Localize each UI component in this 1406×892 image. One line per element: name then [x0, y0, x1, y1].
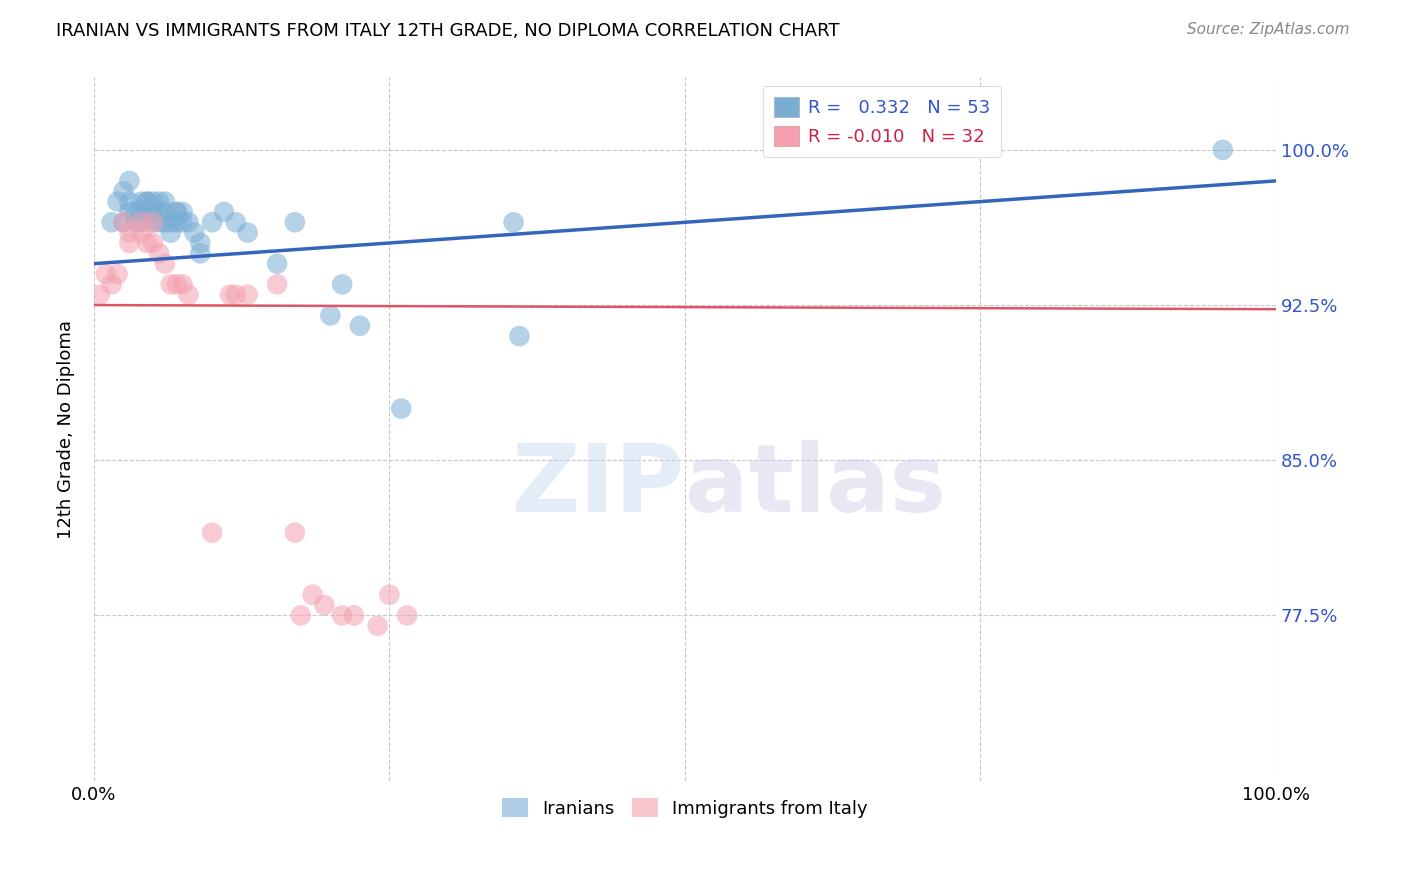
- Point: [159, 226, 181, 240]
- Point: [118, 174, 141, 188]
- Point: [330, 277, 353, 292]
- Point: [124, 205, 146, 219]
- Point: [1212, 143, 1234, 157]
- Point: [319, 309, 342, 323]
- Point: [159, 277, 181, 292]
- Point: [148, 194, 170, 209]
- Point: [136, 205, 159, 219]
- Point: [188, 235, 211, 250]
- Point: [118, 235, 141, 250]
- Text: atlas: atlas: [685, 440, 946, 532]
- Point: [94, 267, 117, 281]
- Point: [142, 215, 165, 229]
- Point: [349, 318, 371, 333]
- Point: [112, 215, 135, 229]
- Point: [172, 215, 194, 229]
- Point: [142, 235, 165, 250]
- Point: [129, 215, 152, 229]
- Point: [172, 205, 194, 219]
- Point: [183, 226, 205, 240]
- Point: [124, 215, 146, 229]
- Point: [378, 588, 401, 602]
- Point: [166, 205, 188, 219]
- Point: [290, 608, 312, 623]
- Point: [343, 608, 366, 623]
- Point: [100, 215, 122, 229]
- Point: [148, 215, 170, 229]
- Point: [148, 246, 170, 260]
- Point: [177, 287, 200, 301]
- Point: [225, 287, 247, 301]
- Point: [266, 277, 288, 292]
- Point: [225, 215, 247, 229]
- Point: [166, 205, 188, 219]
- Point: [389, 401, 412, 416]
- Point: [100, 277, 122, 292]
- Point: [89, 287, 111, 301]
- Point: [236, 287, 259, 301]
- Legend: Iranians, Immigrants from Italy: Iranians, Immigrants from Italy: [495, 790, 875, 825]
- Text: ZIP: ZIP: [512, 440, 685, 532]
- Point: [142, 205, 165, 219]
- Point: [188, 246, 211, 260]
- Point: [153, 257, 176, 271]
- Point: [166, 277, 188, 292]
- Point: [136, 194, 159, 209]
- Point: [314, 598, 336, 612]
- Point: [301, 588, 323, 602]
- Text: Source: ZipAtlas.com: Source: ZipAtlas.com: [1187, 22, 1350, 37]
- Point: [148, 205, 170, 219]
- Point: [367, 619, 389, 633]
- Point: [153, 205, 176, 219]
- Point: [166, 215, 188, 229]
- Point: [153, 215, 176, 229]
- Point: [118, 194, 141, 209]
- Point: [396, 608, 419, 623]
- Point: [330, 608, 353, 623]
- Point: [201, 215, 224, 229]
- Point: [136, 194, 159, 209]
- Point: [201, 525, 224, 540]
- Point: [159, 215, 181, 229]
- Point: [129, 226, 152, 240]
- Y-axis label: 12th Grade, No Diploma: 12th Grade, No Diploma: [58, 319, 75, 539]
- Point: [508, 329, 530, 343]
- Point: [129, 194, 152, 209]
- Point: [172, 277, 194, 292]
- Point: [266, 257, 288, 271]
- Point: [112, 215, 135, 229]
- Point: [112, 184, 135, 198]
- Point: [212, 205, 235, 219]
- Point: [153, 194, 176, 209]
- Point: [118, 205, 141, 219]
- Point: [107, 194, 129, 209]
- Text: IRANIAN VS IMMIGRANTS FROM ITALY 12TH GRADE, NO DIPLOMA CORRELATION CHART: IRANIAN VS IMMIGRANTS FROM ITALY 12TH GR…: [56, 22, 839, 40]
- Point: [142, 215, 165, 229]
- Point: [107, 267, 129, 281]
- Point: [142, 194, 165, 209]
- Point: [177, 215, 200, 229]
- Point: [502, 215, 524, 229]
- Point: [284, 215, 307, 229]
- Point: [129, 215, 152, 229]
- Point: [118, 226, 141, 240]
- Point: [129, 205, 152, 219]
- Point: [136, 235, 159, 250]
- Point: [236, 226, 259, 240]
- Point: [218, 287, 240, 301]
- Point: [284, 525, 307, 540]
